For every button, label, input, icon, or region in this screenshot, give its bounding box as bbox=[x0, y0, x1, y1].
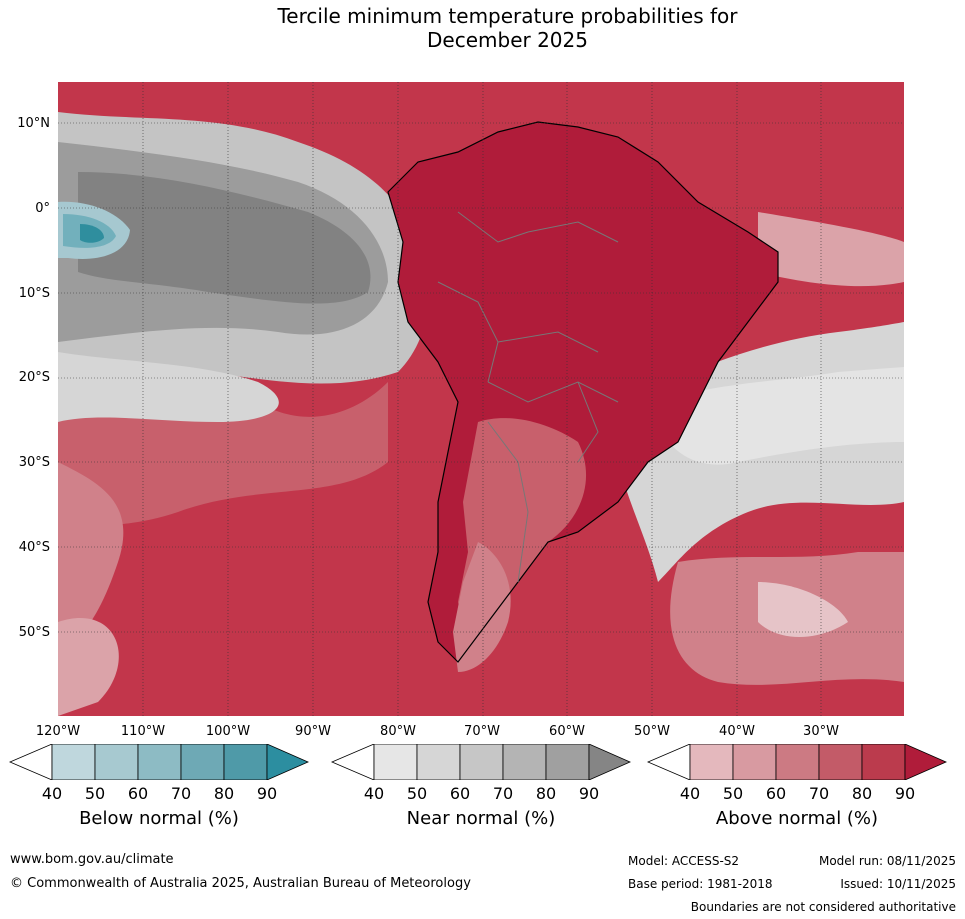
coastline bbox=[387, 121, 779, 663]
colorbar-above-40 bbox=[689, 744, 734, 780]
colorbar-above-60 bbox=[775, 744, 820, 780]
lat-label-10n: 10°N bbox=[17, 116, 50, 131]
tick: 90 bbox=[894, 784, 916, 803]
colorbar-near-label: Near normal (%) bbox=[406, 808, 556, 829]
colorbar-near-70 bbox=[502, 744, 547, 780]
region-above-40-south bbox=[758, 582, 848, 637]
tick: 90 bbox=[256, 784, 278, 803]
colorbar-above-label: Above normal (%) bbox=[715, 808, 879, 829]
lon-label-40w: 40°W bbox=[719, 724, 755, 739]
footer-url: www.bom.gov.au/climate bbox=[10, 852, 174, 867]
colorbar-below-high-arrow bbox=[266, 744, 309, 780]
colorbar-near-50 bbox=[416, 744, 461, 780]
lat-label-50s: 50°S bbox=[18, 625, 50, 640]
colorbar-near-60 bbox=[459, 744, 504, 780]
tick: 50 bbox=[84, 784, 106, 803]
chart-title: Tercile minimum temperature probabilitie… bbox=[0, 4, 965, 52]
lon-label-110w: 110°W bbox=[120, 724, 166, 739]
lat-label-40s: 40°S bbox=[18, 540, 50, 555]
tick: 60 bbox=[449, 784, 471, 803]
tick: 60 bbox=[127, 784, 149, 803]
colorbar-below bbox=[8, 744, 309, 780]
colorbar-above-low-arrow bbox=[646, 744, 691, 780]
probability-map bbox=[58, 82, 904, 716]
footer-copyright: © Commonwealth of Australia 2025, Austra… bbox=[10, 876, 471, 891]
region-near-50 bbox=[58, 352, 279, 422]
title-line-1: Tercile minimum temperature probabilitie… bbox=[277, 4, 738, 28]
colorbar-above-70 bbox=[818, 744, 863, 780]
footer-issued: Issued: 10/11/2025 bbox=[840, 877, 956, 891]
colorbar-above-80 bbox=[861, 744, 906, 780]
tick: 40 bbox=[363, 784, 385, 803]
footer-model: Model: ACCESS-S2 bbox=[628, 854, 740, 868]
title-line-2: December 2025 bbox=[427, 28, 588, 52]
footer-base-period: Base period: 1981-2018 bbox=[628, 877, 773, 891]
tick: 90 bbox=[578, 784, 600, 803]
tick: 70 bbox=[170, 784, 192, 803]
region-near-40-atlantic bbox=[658, 367, 904, 465]
lon-label-30w: 30°W bbox=[803, 724, 839, 739]
colorbar-near bbox=[330, 744, 631, 780]
colorbar-below-50 bbox=[94, 744, 139, 780]
tick: 40 bbox=[41, 784, 63, 803]
colorbar-above bbox=[646, 744, 947, 780]
lat-label-30s: 30°S bbox=[18, 455, 50, 470]
colorbar-above-50 bbox=[732, 744, 777, 780]
colorbar-below-70 bbox=[180, 744, 225, 780]
lon-label-120w: 120°W bbox=[35, 724, 81, 739]
region-above-50 bbox=[58, 618, 119, 716]
lon-label-80w: 80°W bbox=[380, 724, 416, 739]
colorbar-near-high-arrow bbox=[588, 744, 631, 780]
tick: 80 bbox=[213, 784, 235, 803]
tick: 80 bbox=[535, 784, 557, 803]
colorbar-below-low-arrow bbox=[8, 744, 53, 780]
region-near-90 bbox=[78, 172, 371, 304]
footer-model-run: Model run: 08/11/2025 bbox=[818, 854, 956, 868]
tick: 70 bbox=[808, 784, 830, 803]
lon-label-90w: 90°W bbox=[295, 724, 331, 739]
colorbar-near-low-arrow bbox=[330, 744, 375, 780]
footer-disclaimer: Boundaries are not considered authoritat… bbox=[690, 900, 956, 914]
tick: 70 bbox=[492, 784, 514, 803]
map-svg bbox=[58, 82, 904, 716]
colorbar-below-label: Below normal (%) bbox=[79, 808, 239, 829]
tick: 80 bbox=[851, 784, 873, 803]
region-below-90 bbox=[80, 224, 104, 243]
lat-label-20s: 20°S bbox=[18, 370, 50, 385]
colorbar-above-high-arrow bbox=[904, 744, 947, 780]
colorbar-near-40 bbox=[373, 744, 418, 780]
colorbar-below-60 bbox=[137, 744, 182, 780]
lon-label-100w: 100°W bbox=[205, 724, 251, 739]
tick: 40 bbox=[679, 784, 701, 803]
colorbar-near-80 bbox=[545, 744, 590, 780]
graticule bbox=[58, 82, 904, 716]
country-borders bbox=[437, 211, 619, 583]
lon-label-70w: 70°W bbox=[464, 724, 500, 739]
region-patagonia bbox=[453, 542, 511, 672]
colorbar-below-40 bbox=[51, 744, 96, 780]
tick: 60 bbox=[765, 784, 787, 803]
colorbar-below-80 bbox=[223, 744, 268, 780]
lat-label-0: 0° bbox=[35, 201, 50, 216]
lat-label-10s: 10°S bbox=[18, 286, 50, 301]
lon-label-60w: 60°W bbox=[549, 724, 585, 739]
tick: 50 bbox=[406, 784, 428, 803]
tick: 50 bbox=[722, 784, 744, 803]
lon-label-50w: 50°W bbox=[634, 724, 670, 739]
region-above-60 bbox=[58, 462, 124, 652]
region-above-50-atlantic bbox=[758, 212, 904, 287]
